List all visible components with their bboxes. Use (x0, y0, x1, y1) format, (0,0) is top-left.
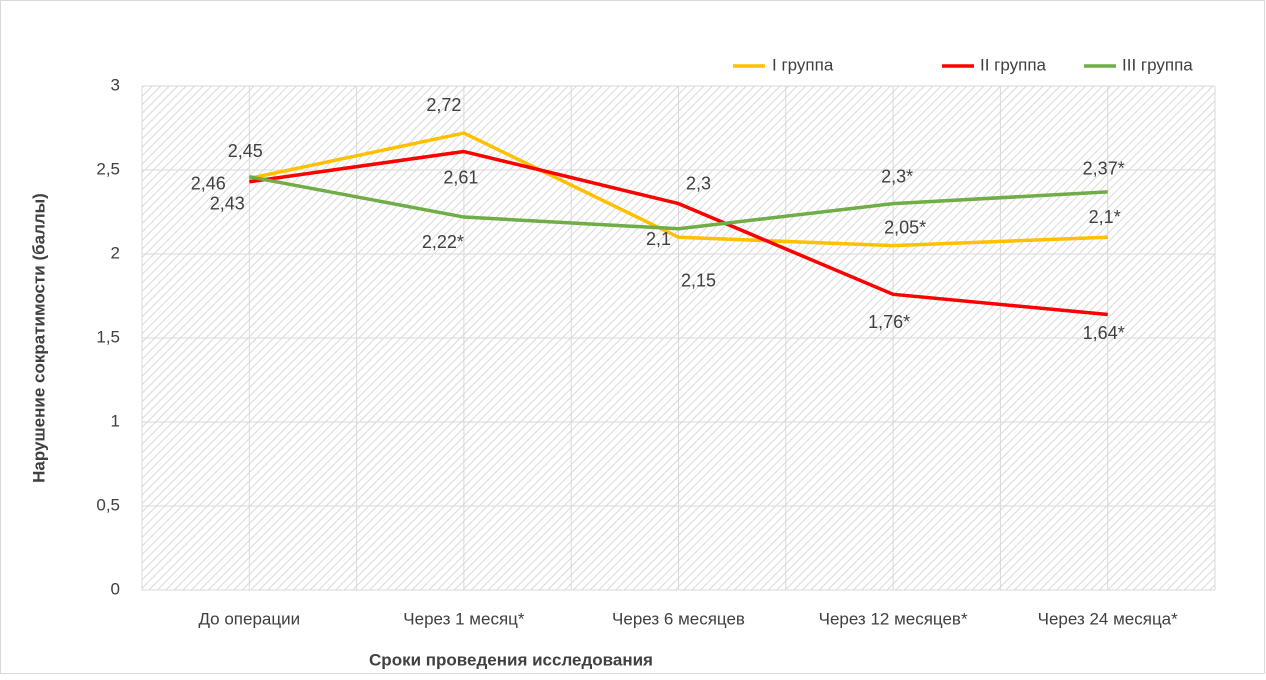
y-tick-label: 0 (111, 579, 120, 598)
y-axis-title: Нарушение сократимости (баллы) (29, 193, 48, 483)
data-label: 2,05* (884, 217, 926, 237)
x-tick-label: Через 24 месяца* (1038, 609, 1179, 628)
x-tick-label: Через 12 месяцев* (819, 609, 968, 628)
series-line (248, 131, 1108, 248)
series-line (248, 175, 1108, 231)
y-tick-label: 1 (111, 411, 120, 430)
legend-label: II группа (980, 55, 1047, 74)
y-tick-label: 3 (111, 75, 120, 94)
data-label: 2,1* (1089, 207, 1121, 227)
x-axis-title: Сроки проведения исследования (369, 650, 653, 669)
x-tick-label: До операции (198, 609, 300, 628)
y-tick-label: 1,5 (96, 327, 120, 346)
legend-label: I группа (772, 55, 834, 74)
data-label: 2,45 (228, 141, 263, 161)
y-tick-label: 2,5 (96, 159, 120, 178)
data-label: 2,43 (210, 194, 245, 214)
data-label: 2,37* (1083, 159, 1125, 179)
x-tick-label: Через 1 месяц* (403, 609, 525, 628)
data-label: 2,3 (686, 173, 711, 193)
y-tick-label: 0,5 (96, 495, 120, 514)
x-tick-label: Через 6 месяцев (612, 609, 745, 628)
data-label: 2,72 (426, 95, 461, 115)
data-label: 2,22* (422, 232, 464, 252)
data-label: 2,1 (646, 229, 671, 249)
data-label: 2,15 (681, 271, 716, 291)
y-tick-label: 2 (111, 243, 120, 262)
legend-label: III группа (1122, 55, 1193, 74)
data-label: 1,64* (1083, 323, 1125, 343)
data-label: 1,76* (868, 312, 910, 332)
data-label: 2,61 (443, 167, 478, 187)
series-line (249, 149, 1108, 317)
data-label: 2,3* (881, 166, 913, 186)
data-label: 2,46 (191, 173, 226, 193)
